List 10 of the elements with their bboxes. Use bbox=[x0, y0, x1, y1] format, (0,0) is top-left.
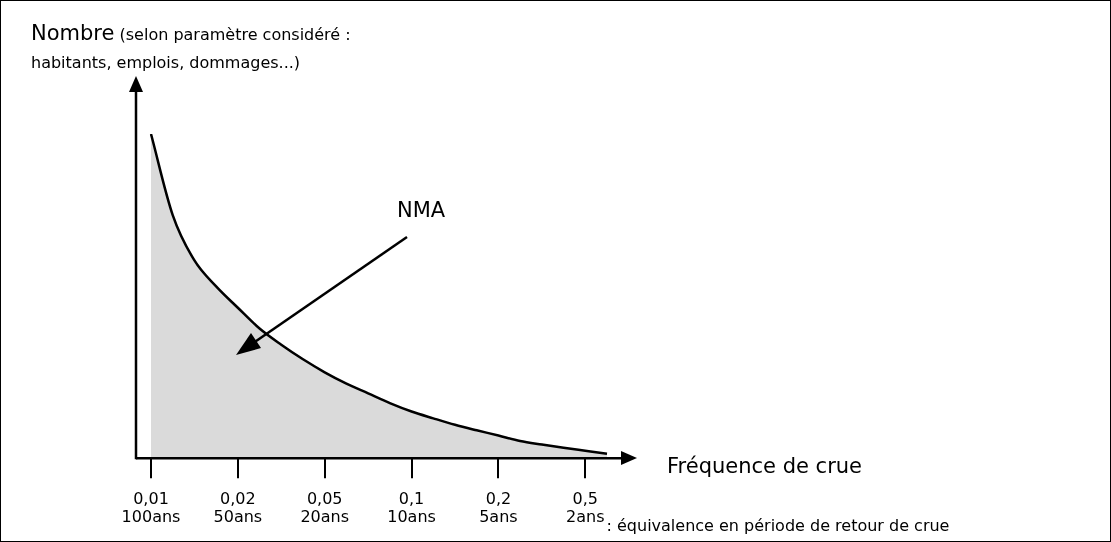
annotation: NMA bbox=[397, 198, 446, 222]
x-tick-label: 0,05 20ans bbox=[300, 488, 350, 526]
text: : équivalence en période de retour de crue bbox=[606, 516, 950, 536]
x-axis-title: Fréquence de crue bbox=[667, 453, 862, 478]
x-tick-label: 0,02 50ans bbox=[213, 488, 263, 526]
x-tick-label: 0,2 5ans bbox=[479, 488, 518, 526]
x-tick-label: 0,1 10ans bbox=[387, 488, 436, 526]
x-tick-label: 0,5 2ans bbox=[566, 488, 605, 526]
x-tick-label: 0,01 100ans bbox=[121, 488, 181, 526]
y-axis-title: Nombre (selon paramètre considéré : habitants, emplois, dommages...) bbox=[31, 21, 351, 74]
